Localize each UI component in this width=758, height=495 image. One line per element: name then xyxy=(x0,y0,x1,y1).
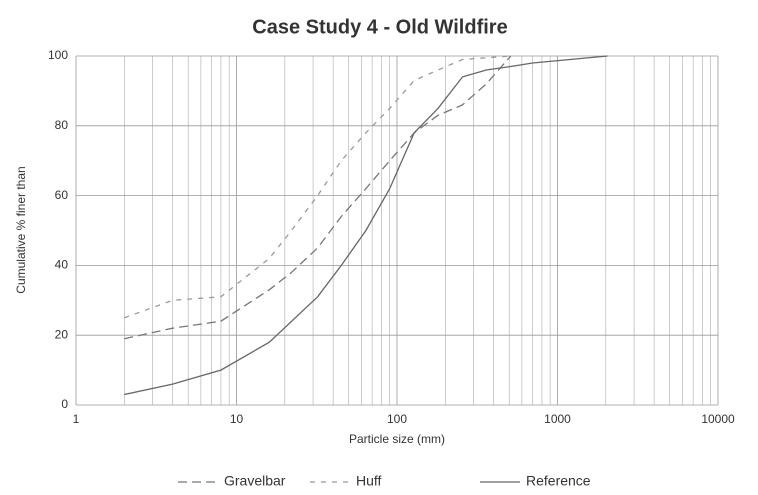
series-line xyxy=(124,55,512,340)
legend-label: Reference xyxy=(526,473,591,489)
x-tick-label: 10000 xyxy=(701,412,735,426)
y-tick-label: 40 xyxy=(55,258,69,272)
y-tick-label: 100 xyxy=(48,48,68,62)
y-tick-label: 60 xyxy=(55,188,69,202)
x-tick-label: 1 xyxy=(73,412,80,426)
chart-title: Case Study 4 - Old Wildfire xyxy=(252,16,507,38)
series-line xyxy=(124,55,511,319)
legend-label: Gravelbar xyxy=(224,473,286,489)
y-tick-label: 0 xyxy=(61,397,68,411)
x-tick-label: 10 xyxy=(230,412,244,426)
legend-label: Huff xyxy=(356,473,382,489)
y-tick-label: 80 xyxy=(55,118,69,132)
y-tick-label: 20 xyxy=(55,327,69,341)
x-tick-label: 1000 xyxy=(544,412,571,426)
series-line xyxy=(124,55,608,396)
x-axis-label: Particle size (mm) xyxy=(349,432,445,446)
x-tick-label: 100 xyxy=(387,412,407,426)
y-axis-label: Cumulative % finer than xyxy=(14,166,28,293)
